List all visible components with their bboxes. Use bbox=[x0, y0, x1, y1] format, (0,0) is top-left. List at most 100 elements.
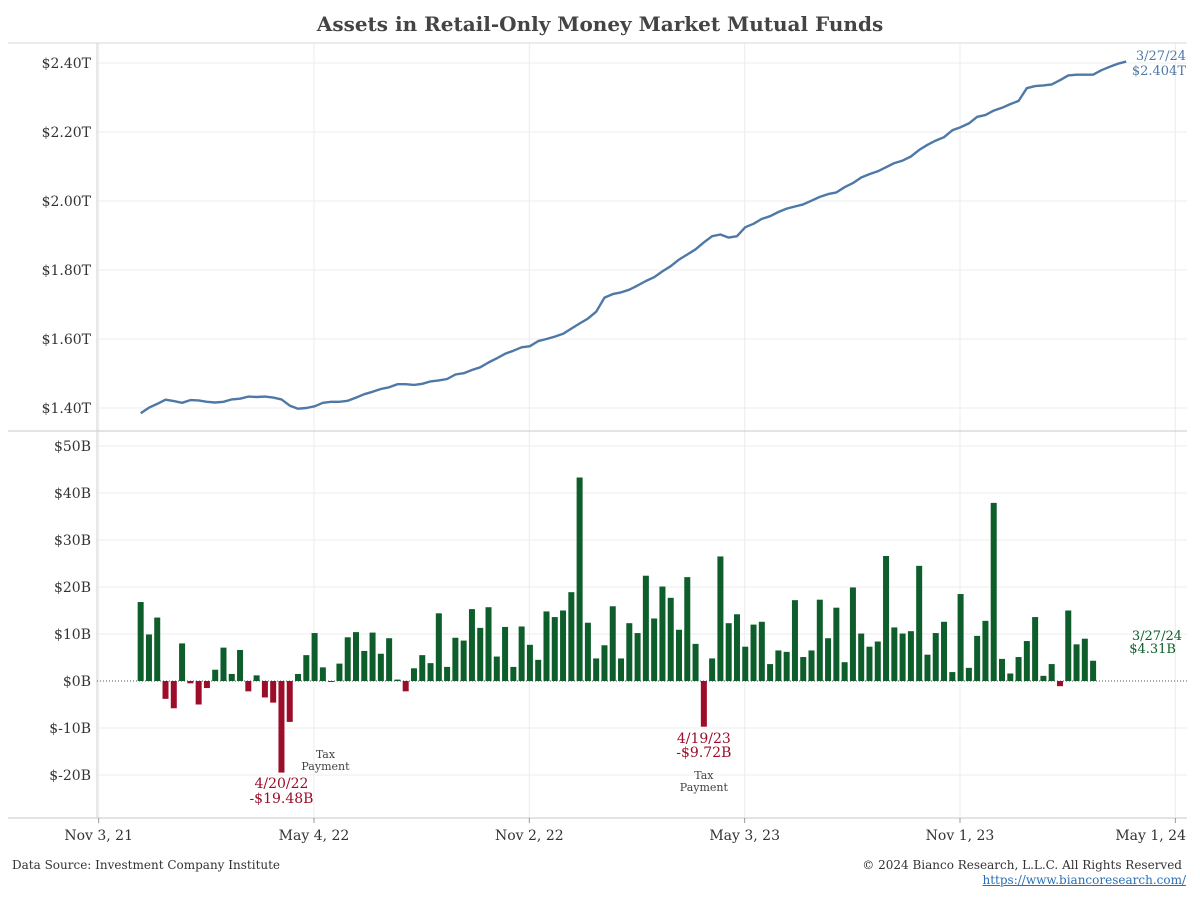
flow-bar bbox=[535, 659, 542, 681]
flow-bar bbox=[924, 654, 931, 681]
x-tick-label: May 4, 22 bbox=[279, 828, 350, 844]
flow-bar bbox=[692, 643, 699, 681]
flow-bar bbox=[816, 599, 823, 681]
top-y-axis: $1.40T $1.60T $1.80T $2.00T $2.20T $2.40T bbox=[42, 56, 92, 417]
flow-bar bbox=[584, 622, 591, 681]
flow-bar bbox=[402, 681, 409, 692]
bar-end-date: 3/27/24 bbox=[1132, 629, 1182, 644]
y-tick-label: $2.40T bbox=[42, 56, 92, 72]
y-tick-label: $20B bbox=[54, 580, 91, 596]
flow-bar bbox=[593, 658, 600, 681]
flow-bar bbox=[982, 620, 989, 681]
flow-bar bbox=[651, 618, 658, 681]
flow-bar bbox=[742, 646, 749, 681]
flow-bar bbox=[733, 614, 740, 681]
flow-bar bbox=[684, 577, 691, 681]
y-tick-label: $1.60T bbox=[42, 332, 92, 348]
panel-frame bbox=[8, 42, 1187, 819]
assets-line-series bbox=[140, 60, 1127, 415]
flow-bar bbox=[667, 597, 674, 681]
flow-bar bbox=[353, 632, 359, 681]
flow-bar bbox=[783, 651, 790, 681]
min-2023-value: -$9.72B bbox=[676, 745, 731, 761]
flow-bar bbox=[237, 649, 244, 681]
flow-bar bbox=[170, 681, 177, 709]
flow-bar bbox=[543, 611, 550, 681]
flow-bar bbox=[725, 623, 732, 681]
flow-bar bbox=[154, 617, 161, 681]
flow-bar bbox=[700, 681, 707, 727]
flow-bar bbox=[187, 681, 194, 684]
y-tick-label: $-20B bbox=[49, 768, 91, 784]
flow-bar bbox=[386, 638, 393, 681]
y-tick-label: $1.40T bbox=[42, 401, 92, 417]
x-tick-label: Nov 3, 21 bbox=[64, 828, 133, 844]
x-tick-label: Nov 2, 22 bbox=[495, 828, 564, 844]
flow-bar bbox=[634, 633, 641, 681]
flow-bar bbox=[1065, 610, 1072, 681]
flow-bar bbox=[1007, 673, 1014, 681]
flow-bar bbox=[791, 600, 798, 681]
flow-bar bbox=[883, 555, 890, 681]
flow-bar bbox=[891, 627, 898, 681]
flow-bar bbox=[220, 647, 227, 681]
flow-bar bbox=[601, 645, 608, 681]
flow-bar bbox=[286, 681, 293, 722]
flow-bar bbox=[949, 672, 956, 681]
flow-bar bbox=[253, 675, 260, 681]
flow-bar bbox=[717, 556, 724, 681]
flow-bar bbox=[1023, 641, 1030, 681]
flow-bar bbox=[849, 587, 856, 681]
y-tick-label: $10B bbox=[54, 627, 91, 643]
flow-bar bbox=[410, 668, 417, 681]
tax-note-2023: Tax bbox=[694, 769, 714, 782]
flow-bar bbox=[377, 653, 384, 681]
flow-bar bbox=[626, 623, 633, 681]
y-tick-label: $50B bbox=[54, 439, 91, 455]
flow-bar bbox=[526, 644, 533, 681]
flow-bar bbox=[1081, 638, 1088, 681]
flow-bar bbox=[452, 637, 459, 681]
flow-bar bbox=[162, 681, 169, 699]
flow-bar bbox=[941, 621, 948, 681]
flow-bar bbox=[642, 575, 649, 681]
y-tick-label: $30B bbox=[54, 533, 91, 549]
flow-bar bbox=[560, 610, 567, 681]
line-end-value: $2.404T bbox=[1132, 64, 1186, 79]
flow-bar bbox=[874, 641, 881, 681]
flow-bar bbox=[965, 667, 972, 681]
flow-bar bbox=[1090, 660, 1097, 681]
flow-bar bbox=[1032, 617, 1039, 681]
flow-bar bbox=[808, 650, 815, 681]
line-end-date: 3/27/24 bbox=[1136, 49, 1186, 64]
flow-bar bbox=[245, 681, 252, 692]
tax-note-2022: Tax bbox=[316, 748, 336, 761]
flow-bar bbox=[916, 565, 923, 681]
x-tick-label: Nov 1, 23 bbox=[926, 828, 995, 844]
flow-bar bbox=[999, 658, 1005, 681]
flow-bar bbox=[311, 633, 318, 681]
flow-bar bbox=[303, 655, 310, 681]
min-2022-value: -$19.48B bbox=[249, 791, 313, 807]
y-tick-label: $0B bbox=[63, 674, 91, 690]
flow-bar bbox=[659, 586, 666, 681]
flow-bar bbox=[444, 666, 451, 681]
website-link[interactable]: https://www.biancoresearch.com/ bbox=[982, 873, 1186, 887]
x-axis: Nov 3, 21 May 4, 22 Nov 2, 22 May 3, 23 Nov … bbox=[64, 818, 1186, 844]
flow-bar bbox=[899, 633, 906, 681]
flow-bar bbox=[361, 650, 368, 681]
flow-bar bbox=[502, 626, 509, 681]
flow-bar bbox=[568, 592, 575, 681]
annotations: 3/27/24$2.404T4/20/22-$19.48BTaxPayment4… bbox=[249, 49, 1186, 807]
flow-bar bbox=[137, 602, 144, 681]
flow-bar bbox=[295, 673, 302, 681]
flow-bar bbox=[278, 681, 285, 773]
flow-bar bbox=[609, 606, 616, 681]
flow-bar bbox=[767, 664, 774, 681]
flow-bar bbox=[1073, 644, 1080, 681]
y-tick-label: $2.00T bbox=[42, 194, 92, 210]
y-tick-label: $-10B bbox=[49, 721, 91, 737]
tax-note-2022: Payment bbox=[301, 760, 350, 773]
y-tick-label: $1.80T bbox=[42, 263, 92, 279]
